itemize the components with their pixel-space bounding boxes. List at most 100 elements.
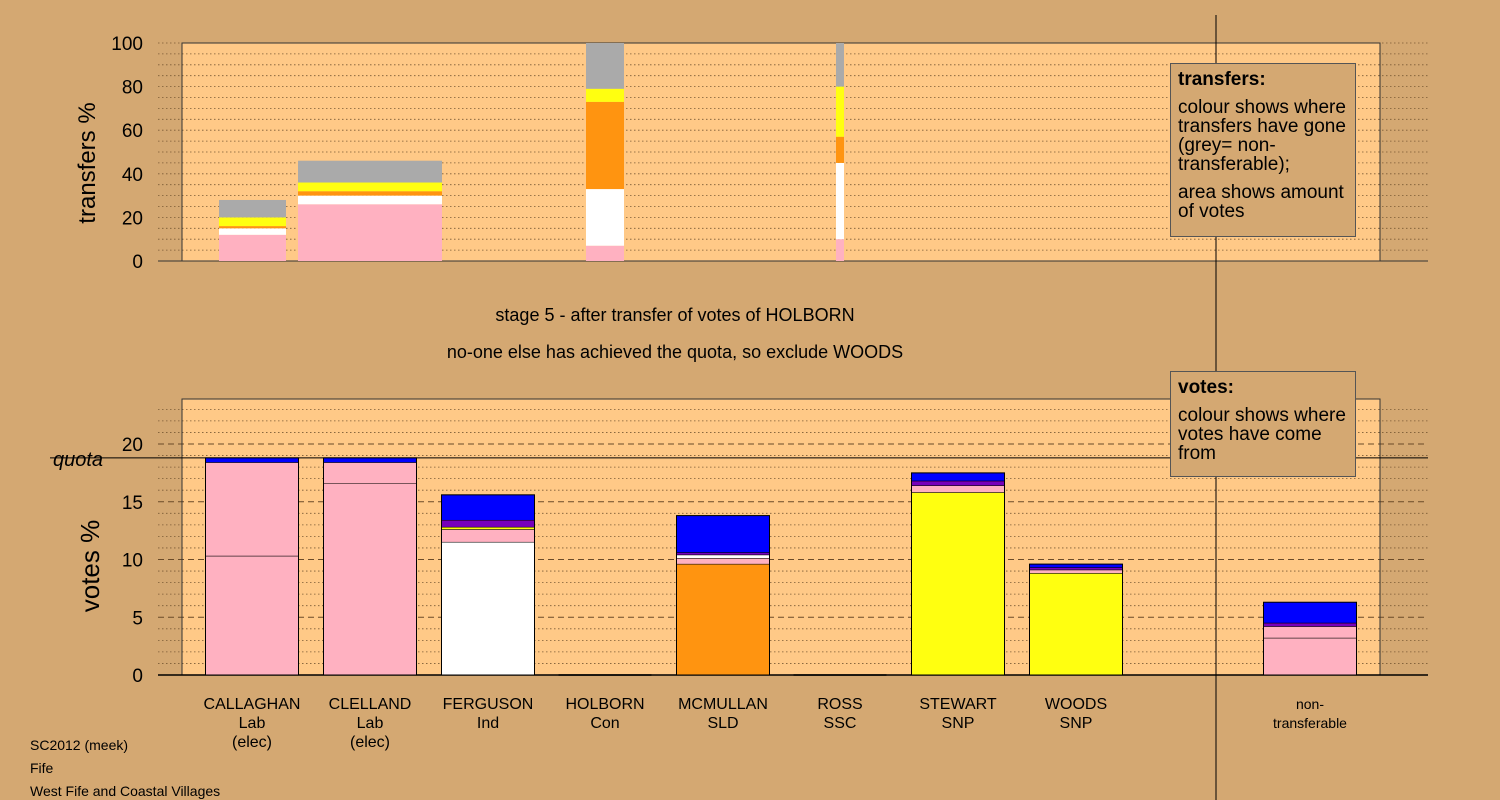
vote-bar-segment [676,563,770,676]
vote-bar-segment [1263,637,1357,676]
vote-bar-outline [911,472,1005,676]
transfer-bar-segment [836,86,844,137]
transfer-bar-segment [586,245,624,261]
transfers-y-tick-label: 80 [122,78,143,99]
transfer-bar-segment [298,195,442,205]
vote-bar-outline [1263,601,1357,676]
footer-council: Fife [30,760,54,776]
vote-bar-segment [205,457,299,463]
transfer-bar-segment [219,217,286,227]
candidate-name-label: CLELLAND [329,696,412,713]
vote-bar-outline [205,457,299,676]
votes-legend-title: votes: [1178,377,1234,398]
vote-bar-segment [676,558,770,565]
votes-y-tick-label: 5 [132,608,143,629]
candidate-status-label: (elec) [350,734,390,751]
footer-election: SC2012 (meek) [30,737,129,753]
transfer-bar-segment [836,162,844,240]
transfer-bar-segment [298,160,442,183]
candidate-status-label: (elec) [232,734,272,751]
exclusion-caption: no-one else has achieved the quota, so e… [446,342,904,362]
candidate-party-label: SNP [942,715,975,732]
footer-ward: West Fife and Coastal Villages [30,783,221,799]
transfer-bar-segment [298,191,442,196]
transfers-legend-area-text: area shows amount of votes [1178,182,1344,222]
candidate-party-label: SNP [1060,715,1093,732]
vote-bar-outline [676,515,770,676]
vote-bar-segment [441,526,535,530]
transfer-bar-segment [836,239,844,261]
candidate-party-label: Lab [239,715,266,732]
vote-bar-segment [1263,601,1357,624]
vote-bar-outline [441,494,535,676]
candidate-party-label: Con [590,715,619,732]
quota-label: quota [53,449,103,471]
vote-bar-segment [323,457,417,463]
transfers-legend: transfers: colour shows where transfers … [1170,63,1356,237]
transfers-y-tick-label: 40 [122,165,143,186]
transfers-y-tick-label: 60 [122,121,143,142]
transfers-y-axis-label: transfers % [74,102,101,223]
vote-bar-segment [205,462,299,557]
vote-bar-segment [323,462,417,484]
votes-legend: votes: colour shows where votes have com… [1170,371,1356,477]
vote-bar-segment [911,492,1005,676]
transfers-y-tick-label: 0 [132,252,143,273]
vote-bar-segment [911,472,1005,482]
candidate-name-label: STEWART [919,696,997,713]
transfer-bar-segment [586,189,624,246]
stage-caption: stage 5 - after transfer of votes of HOL… [495,305,855,325]
vote-bar-segment [1029,573,1123,676]
candidate-name-label: ROSS [817,696,862,713]
votes-y-tick-label: 20 [122,435,143,456]
transfer-bar-segment [586,101,624,190]
votes-y-axis-label: votes % [75,520,105,613]
votes-y-tick-label: 10 [122,551,143,572]
candidate-name-label: MCMULLAN [678,696,768,713]
vote-bar-segment [441,541,535,676]
vote-bar-segment [676,515,770,553]
candidate-name-label: HOLBORN [565,696,644,713]
transfers-y-tick-label: 100 [111,34,143,55]
vote-bar-segment [441,519,535,528]
candidate-party-label: SLD [707,715,738,732]
transfer-bar-segment [219,226,286,229]
votes-y-tick-label: 0 [132,666,143,687]
candidate-name-label: WOODS [1045,696,1107,713]
vote-bar-outline [323,457,417,676]
candidate-name-label: FERGUSON [443,696,534,713]
transfers-legend-title: transfers: [1178,69,1266,90]
transfer-bar-segment [219,199,286,218]
vote-bar-segment [911,485,1005,493]
votes-legend-text: colour shows where votes have come from [1178,405,1346,464]
vote-bar-segment [1263,626,1357,639]
vote-bar-segment [676,554,770,559]
transfer-bar-segment [298,182,442,192]
vote-bar-segment [911,480,1005,486]
transfers-legend-text: colour shows where transfers have gone (… [1178,97,1346,175]
vote-bar-segment [323,483,417,676]
candidate-party-label: Ind [477,715,499,732]
vote-bar-segment [441,494,535,521]
vote-bar-segment [1029,567,1123,571]
candidate-party-label: SSC [824,715,857,732]
vote-bar-segment [1029,563,1123,568]
transfer-bar-segment [836,43,844,87]
transfer-bar-segment [586,88,624,102]
transfer-bar-segment [298,204,442,261]
candidate-party-label: transferable [1273,715,1347,731]
candidate-name-label: non- [1296,696,1324,712]
vote-bar-segment [1263,622,1357,627]
transfer-bar-segment [219,234,286,261]
vote-bar-segment [676,552,770,556]
transfer-bar-segment [836,136,844,163]
transfer-bar-segment [219,228,286,235]
votes-y-tick-label: 15 [122,493,143,514]
vote-bar-segment [441,529,535,543]
transfer-bar-segment [586,43,624,89]
vote-bar-segment [205,555,299,676]
vote-bar-segment [1029,569,1123,574]
vote-bar-outline [1029,563,1123,676]
candidate-name-label: CALLAGHAN [204,696,301,713]
